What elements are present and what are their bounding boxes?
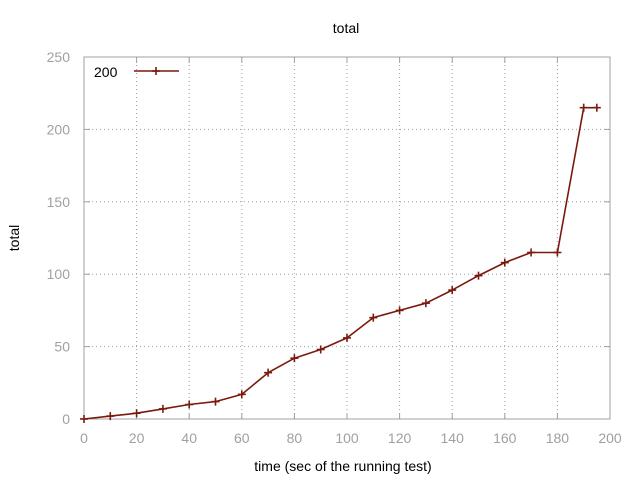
y-tick-label: 250 — [47, 49, 71, 65]
data-point — [316, 345, 325, 354]
ticks-layer: 0 20 40 60 80 100 120 140 160 180 200 0 50 100 150 200 2… — [47, 49, 622, 446]
data-point — [106, 412, 115, 421]
x-tick-label: 180 — [546, 430, 570, 446]
grid-layer — [84, 57, 610, 419]
data-point — [80, 415, 88, 423]
x-tick-label: 120 — [388, 430, 412, 446]
x-tick-label: 200 — [598, 430, 622, 446]
x-tick-label: 0 — [80, 430, 88, 446]
x-axis-label: time (sec of the running test) — [254, 458, 431, 474]
legend-marker — [152, 67, 160, 75]
data-point — [592, 103, 601, 112]
data-point — [211, 397, 220, 406]
series-line — [83, 106, 597, 420]
data-point — [290, 354, 299, 363]
data-point — [421, 299, 430, 308]
chart-title: total — [333, 20, 359, 36]
data-point — [343, 333, 351, 342]
data-point — [237, 390, 246, 399]
y-tick-label: 0 — [62, 411, 70, 427]
data-point — [264, 368, 273, 377]
x-tick-label: 60 — [234, 430, 250, 446]
x-tick-label: 40 — [181, 430, 197, 446]
data-point — [369, 313, 378, 322]
x-tick-label: 20 — [129, 430, 145, 446]
data-point — [527, 248, 536, 257]
data-point — [158, 404, 167, 413]
x-tick-label: 160 — [493, 430, 517, 446]
data-point — [553, 248, 562, 257]
x-tick-label: 80 — [287, 430, 303, 446]
data-point — [474, 271, 483, 280]
x-tick-label: 140 — [441, 430, 465, 446]
series-layer — [80, 103, 601, 423]
data-point — [395, 306, 404, 315]
data-point — [579, 103, 588, 112]
y-axis-label: total — [6, 225, 22, 251]
legend: 200 — [94, 64, 179, 80]
y-tick-label: 200 — [47, 121, 71, 137]
x-tick-label: 100 — [335, 430, 359, 446]
y-tick-label: 150 — [47, 194, 71, 210]
legend-label: 200 — [94, 64, 118, 80]
data-point — [500, 258, 509, 267]
y-tick-label: 100 — [47, 266, 71, 282]
data-point — [448, 286, 457, 295]
y-tick-label: 50 — [54, 339, 70, 355]
data-point — [132, 409, 141, 418]
data-point — [185, 400, 194, 409]
